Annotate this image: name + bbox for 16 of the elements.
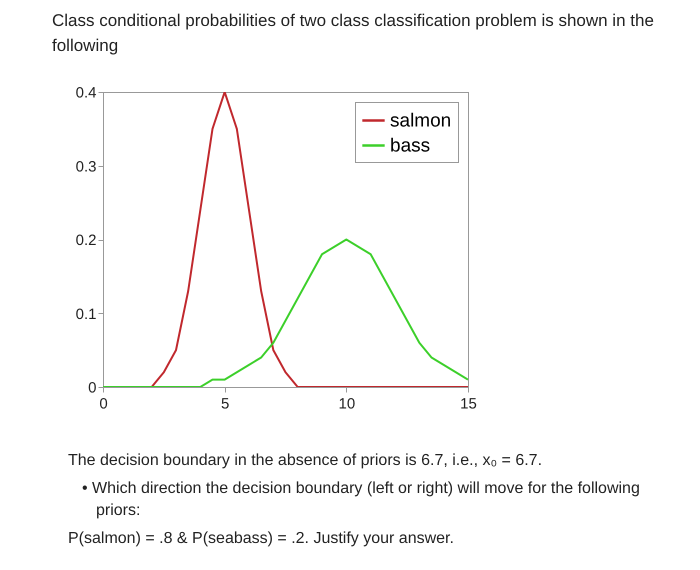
legend-label: bass	[390, 136, 430, 156]
x-tick-label: 0	[99, 396, 108, 412]
y-tick-label: 0.2	[76, 232, 96, 249]
text: P(salmon) = .8 & P(seabass) = .2. Justify your answer.	[68, 529, 455, 549]
y-tick-label: 0.4	[76, 84, 96, 102]
legend-label: salmon	[390, 110, 452, 132]
line-series	[103, 238, 468, 387]
text: • Which direction the decision boundary (left or right) will move for the following priors:	[81, 479, 641, 521]
y-tick-label: 0.3	[76, 158, 96, 176]
x-tick-label: 10	[338, 396, 356, 412]
y-tick-label: 0	[88, 380, 96, 396]
x-tick-label: 15	[460, 396, 477, 412]
chart-title: Class conditional probabilities of two class classification problem is shown in the following	[52, 10, 655, 57]
text: The decision boundary in the absence of priors is 6.7, i.e., x₀ = 6.7.	[68, 451, 544, 471]
x-tick-label: 5	[220, 396, 230, 412]
y-tick-label: 0.1	[76, 306, 96, 323]
